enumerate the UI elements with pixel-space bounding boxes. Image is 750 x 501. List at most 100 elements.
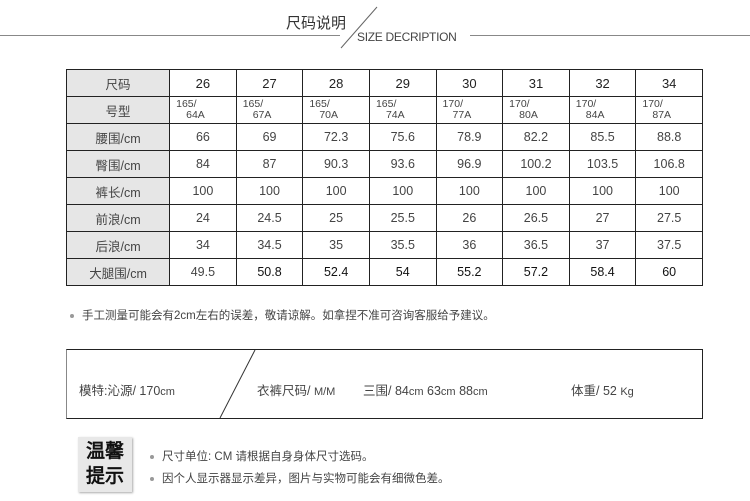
table-cell: 165/74A (368, 96, 437, 124)
model-divider-slash (219, 350, 256, 418)
table-cell: 100.2 (502, 150, 570, 178)
table-cell: 100 (435, 177, 504, 205)
table-cell: 85.5 (568, 123, 637, 151)
table-cell: 25 (302, 204, 370, 232)
model-measurements: 三围/ 84cm 63cm 88cm (363, 384, 488, 398)
table-row: 号型 165/64A 165/67A 165/70A 165/74A 170/77A 170… (65, 96, 703, 124)
table-cell: 100 (502, 177, 570, 205)
table-cell: 27 (235, 69, 304, 97)
bullet-icon (70, 313, 74, 318)
table-cell: 60 (635, 258, 703, 286)
table-cell: 170/77A (435, 96, 504, 124)
model-size: 衣裤尺码/ M/M (257, 384, 336, 398)
table-cell: 36.5 (502, 231, 570, 259)
table-row: 后浪/cm 34 34.5 35 35.5 36 36.5 37 37.5 (65, 231, 703, 259)
table-cell: 170/84A (568, 96, 637, 124)
row-label: 大腿围/cm (65, 258, 171, 286)
model-name: 模特:沁源/ 170cm (79, 384, 175, 398)
table-cell: 35.5 (368, 231, 437, 259)
table-cell: 165/70A (302, 96, 370, 124)
table-cell: 84 (169, 150, 237, 178)
table-cell: 50.8 (235, 258, 304, 286)
table-cell: 34.5 (235, 231, 304, 259)
table-cell: 27 (568, 204, 637, 232)
table-cell: 100 (635, 177, 703, 205)
table-cell: 30 (435, 69, 504, 97)
table-cell: 34 (169, 231, 237, 259)
table-cell: 54 (368, 258, 437, 286)
table-cell: 49.5 (169, 258, 237, 286)
table-cell: 34 (635, 69, 703, 97)
note-text: 手工测量可能会有2cm左右的误差，敬请谅解。如拿捏不准可咨询客服给予建议。 (82, 310, 495, 322)
table-cell: 26.5 (502, 204, 570, 232)
table-cell: 78.9 (435, 123, 504, 151)
table-cell: 170/80A (502, 96, 570, 124)
table-cell: 72.3 (302, 123, 370, 151)
table-row: 大腿围/cm 49.5 50.8 52.4 54 55.2 57.2 58.4 60 (65, 258, 703, 286)
table-cell: 93.6 (368, 150, 437, 178)
page-subtitle: SIZE DECRIPTION (357, 30, 457, 44)
page-title: 尺码说明 (286, 15, 347, 32)
table-cell: 26 (169, 69, 237, 97)
row-label: 号型 (65, 96, 171, 124)
table-cell: 75.6 (368, 123, 437, 151)
table-row: 尺码 26 27 28 29 30 31 32 34 (65, 69, 703, 97)
table-cell: 100 (302, 177, 370, 205)
table-row: 前浪/cm 24 24.5 25 25.5 26 26.5 27 27.5 (65, 204, 703, 232)
bullet-icon (150, 476, 154, 481)
table-cell: 58.4 (568, 258, 637, 286)
table-cell: 90.3 (302, 150, 370, 178)
table-cell: 100 (568, 177, 637, 205)
table-cell: 100 (169, 177, 237, 205)
table-cell: 29 (368, 69, 437, 97)
table-row: 臀围/cm 84 87 90.3 93.6 96.9 100.2 103.5 106.8 (65, 150, 703, 178)
table-cell: 100 (368, 177, 437, 205)
table-cell: 37 (568, 231, 637, 259)
table-cell: 24 (169, 204, 237, 232)
model-weight: 体重/ 52 Kg (571, 384, 634, 398)
table-cell: 103.5 (568, 150, 637, 178)
table-cell: 66 (169, 123, 237, 151)
table-cell: 165/67A (235, 96, 304, 124)
table-cell: 24.5 (235, 204, 304, 232)
table-cell: 52.4 (302, 258, 370, 286)
table-cell: 27.5 (635, 204, 703, 232)
table-cell: 82.2 (502, 123, 570, 151)
row-label: 臀围/cm (65, 150, 171, 178)
table-cell: 57.2 (502, 258, 570, 286)
tips-badge: 温馨 提示 (78, 437, 132, 492)
row-label: 裤长/cm (65, 177, 171, 205)
table-cell: 35 (302, 231, 370, 259)
table-cell: 87 (235, 150, 304, 178)
tip-item: 因个人显示器显示差异，图片与实物可能会有细微色差。 (150, 470, 450, 486)
table-cell: 69 (235, 123, 304, 151)
bullet-icon (150, 454, 154, 459)
header-rule-left (0, 35, 340, 36)
model-info-box: 模特:沁源/ 170cm 衣裤尺码/ M/M 三围/ 84cm 63cm 88c… (66, 349, 703, 419)
table-cell: 26 (435, 204, 504, 232)
header-rule-right (470, 35, 750, 36)
table-cell: 106.8 (635, 150, 703, 178)
table-cell: 55.2 (435, 258, 504, 286)
measurement-note: 手工测量可能会有2cm左右的误差，敬请谅解。如拿捏不准可咨询客服给予建议。 (70, 307, 495, 323)
table-cell: 165/64A (169, 96, 237, 124)
table-cell: 32 (568, 69, 637, 97)
table-cell: 25.5 (368, 204, 437, 232)
table-cell: 28 (302, 69, 370, 97)
table-cell: 170/87A (635, 96, 703, 124)
row-label: 尺码 (65, 69, 171, 97)
header-slash (340, 6, 378, 49)
size-table: 尺码 26 27 28 29 30 31 32 34 号型 165/64A 165/67A 165/70… (65, 69, 703, 286)
row-label: 前浪/cm (65, 204, 171, 232)
table-cell: 100 (235, 177, 304, 205)
row-label: 腰围/cm (65, 123, 171, 151)
tip-item: 尺寸单位: CM 请根据自身身体尺寸选码。 (150, 448, 373, 464)
table-cell: 96.9 (435, 150, 504, 178)
table-row: 腰围/cm 66 69 72.3 75.6 78.9 82.2 85.5 88.8 (65, 123, 703, 151)
table-cell: 36 (435, 231, 504, 259)
row-label: 后浪/cm (65, 231, 171, 259)
table-cell: 37.5 (635, 231, 703, 259)
table-cell: 88.8 (635, 123, 703, 151)
table-cell: 31 (502, 69, 570, 97)
table-row: 裤长/cm 100 100 100 100 100 100 100 100 (65, 177, 703, 205)
